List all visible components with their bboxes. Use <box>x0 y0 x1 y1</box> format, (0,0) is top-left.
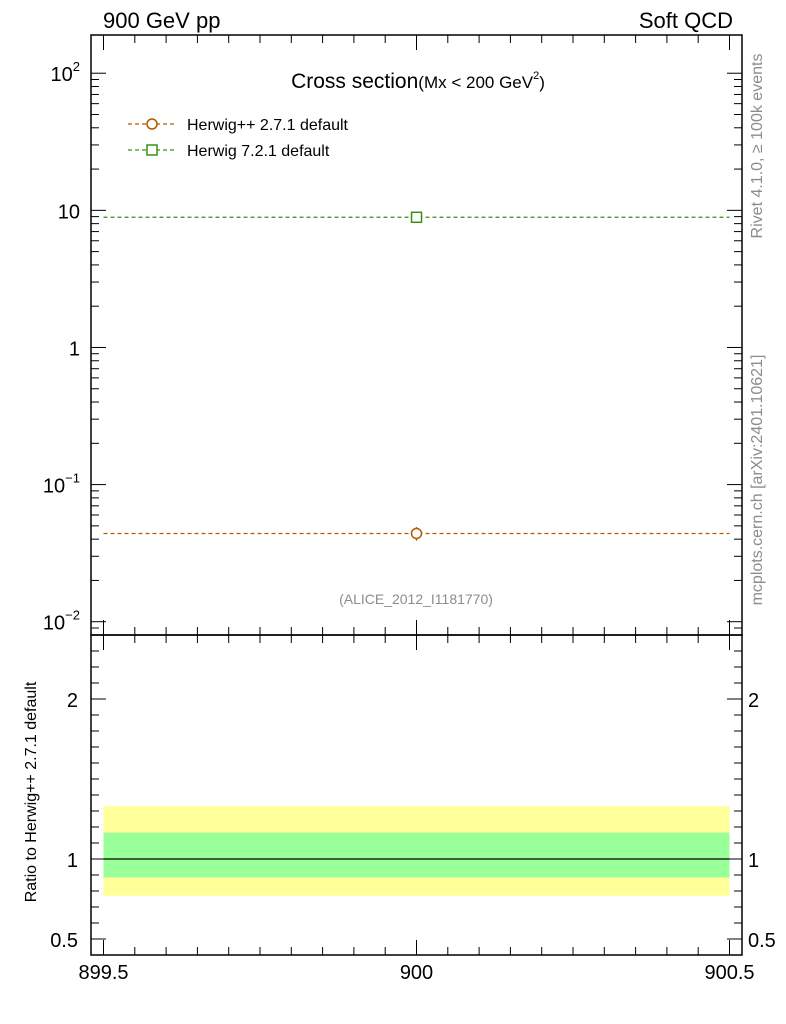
x-tick-label: 900 <box>400 962 433 984</box>
legend-marker-square <box>146 144 158 156</box>
y-tick-label: 10−1 <box>43 471 80 498</box>
header-right-label: Soft QCD <box>639 8 733 33</box>
ratio-bands <box>103 806 730 896</box>
chart-title-sup: 2 <box>533 70 539 82</box>
ratio-y-tick-label-left: 0.5 <box>50 930 78 952</box>
ratio-y-tick-label-left: 1 <box>67 850 78 872</box>
y-tick-label: 1 <box>69 338 80 360</box>
ratio-y-tick-label-right: 1 <box>748 850 759 872</box>
y-tick-label-exponent: −1 <box>65 471 80 486</box>
ratio-panel-frame <box>90 634 743 956</box>
y-tick-label: 102 <box>51 59 80 86</box>
y-tick-label: 10 <box>58 201 80 223</box>
ratio-y-tick-label-right: 0.5 <box>748 930 776 952</box>
y-tick-label: 10−2 <box>43 608 80 635</box>
legend: Herwig++ 2.7.1 default Herwig 7.2.1 defa… <box>128 117 349 160</box>
x-tick-label: 900.5 <box>704 962 754 984</box>
ratio-y-tick-label-left: 2 <box>67 690 78 712</box>
x-tick-label: 899.5 <box>78 962 128 984</box>
analysis-watermark: (ALICE_2012_I1181770) <box>339 591 493 607</box>
main-panel: Cross section(Mx < 200 GeV2) Herwig++ 2.… <box>43 34 743 636</box>
legend-label-herwig-7: Herwig 7.2.1 default <box>187 143 330 160</box>
legend-item-herwig-7: Herwig 7.2.1 default <box>128 143 330 160</box>
chart-title-main: Cross section <box>291 70 418 93</box>
y-tick-label-base: 10 <box>43 613 65 635</box>
x-axis-tick-labels: 899.5 900 900.5 <box>78 962 754 984</box>
ratio-axis-ticks: 2 2 1 1 0.5 0.5 <box>50 634 776 956</box>
legend-marker-circle <box>146 118 158 130</box>
ratio-panel: Ratio to Herwig++ 2.7.1 default 2 2 1 1 0.5 0… <box>23 634 776 956</box>
ratio-band-inner <box>103 832 730 878</box>
legend-item-herwig-pp: Herwig++ 2.7.1 default <box>128 117 349 134</box>
y-tick-label-base: 10 <box>58 201 80 223</box>
y-tick-label-base: 10 <box>43 476 65 498</box>
chart-title-end: ) <box>539 73 545 92</box>
upper-series <box>103 211 730 541</box>
chart-title: Cross section(Mx < 200 GeV2) <box>291 70 545 93</box>
rivet-version-label: Rivet 4.1.0, ≥ 100k events <box>749 54 766 239</box>
chart-title-sub: (Mx < 200 GeV <box>418 73 533 92</box>
y-tick-label-base: 10 <box>51 64 73 86</box>
y-tick-label-exponent: 2 <box>73 59 80 74</box>
ratio-y-axis-label: Ratio to Herwig++ 2.7.1 default <box>23 681 40 902</box>
y-tick-label-exponent: −2 <box>65 608 80 623</box>
data-point-0 <box>410 527 423 540</box>
mcplots-label: mcplots.cern.ch [arXiv:2401.10621] <box>749 355 766 606</box>
header-left-label: 900 GeV pp <box>103 8 220 33</box>
data-point-1 <box>410 211 423 224</box>
legend-label-herwig-pp: Herwig++ 2.7.1 default <box>187 117 349 134</box>
ratio-y-tick-label-right: 2 <box>748 690 759 712</box>
y-tick-label-base: 1 <box>69 338 80 360</box>
